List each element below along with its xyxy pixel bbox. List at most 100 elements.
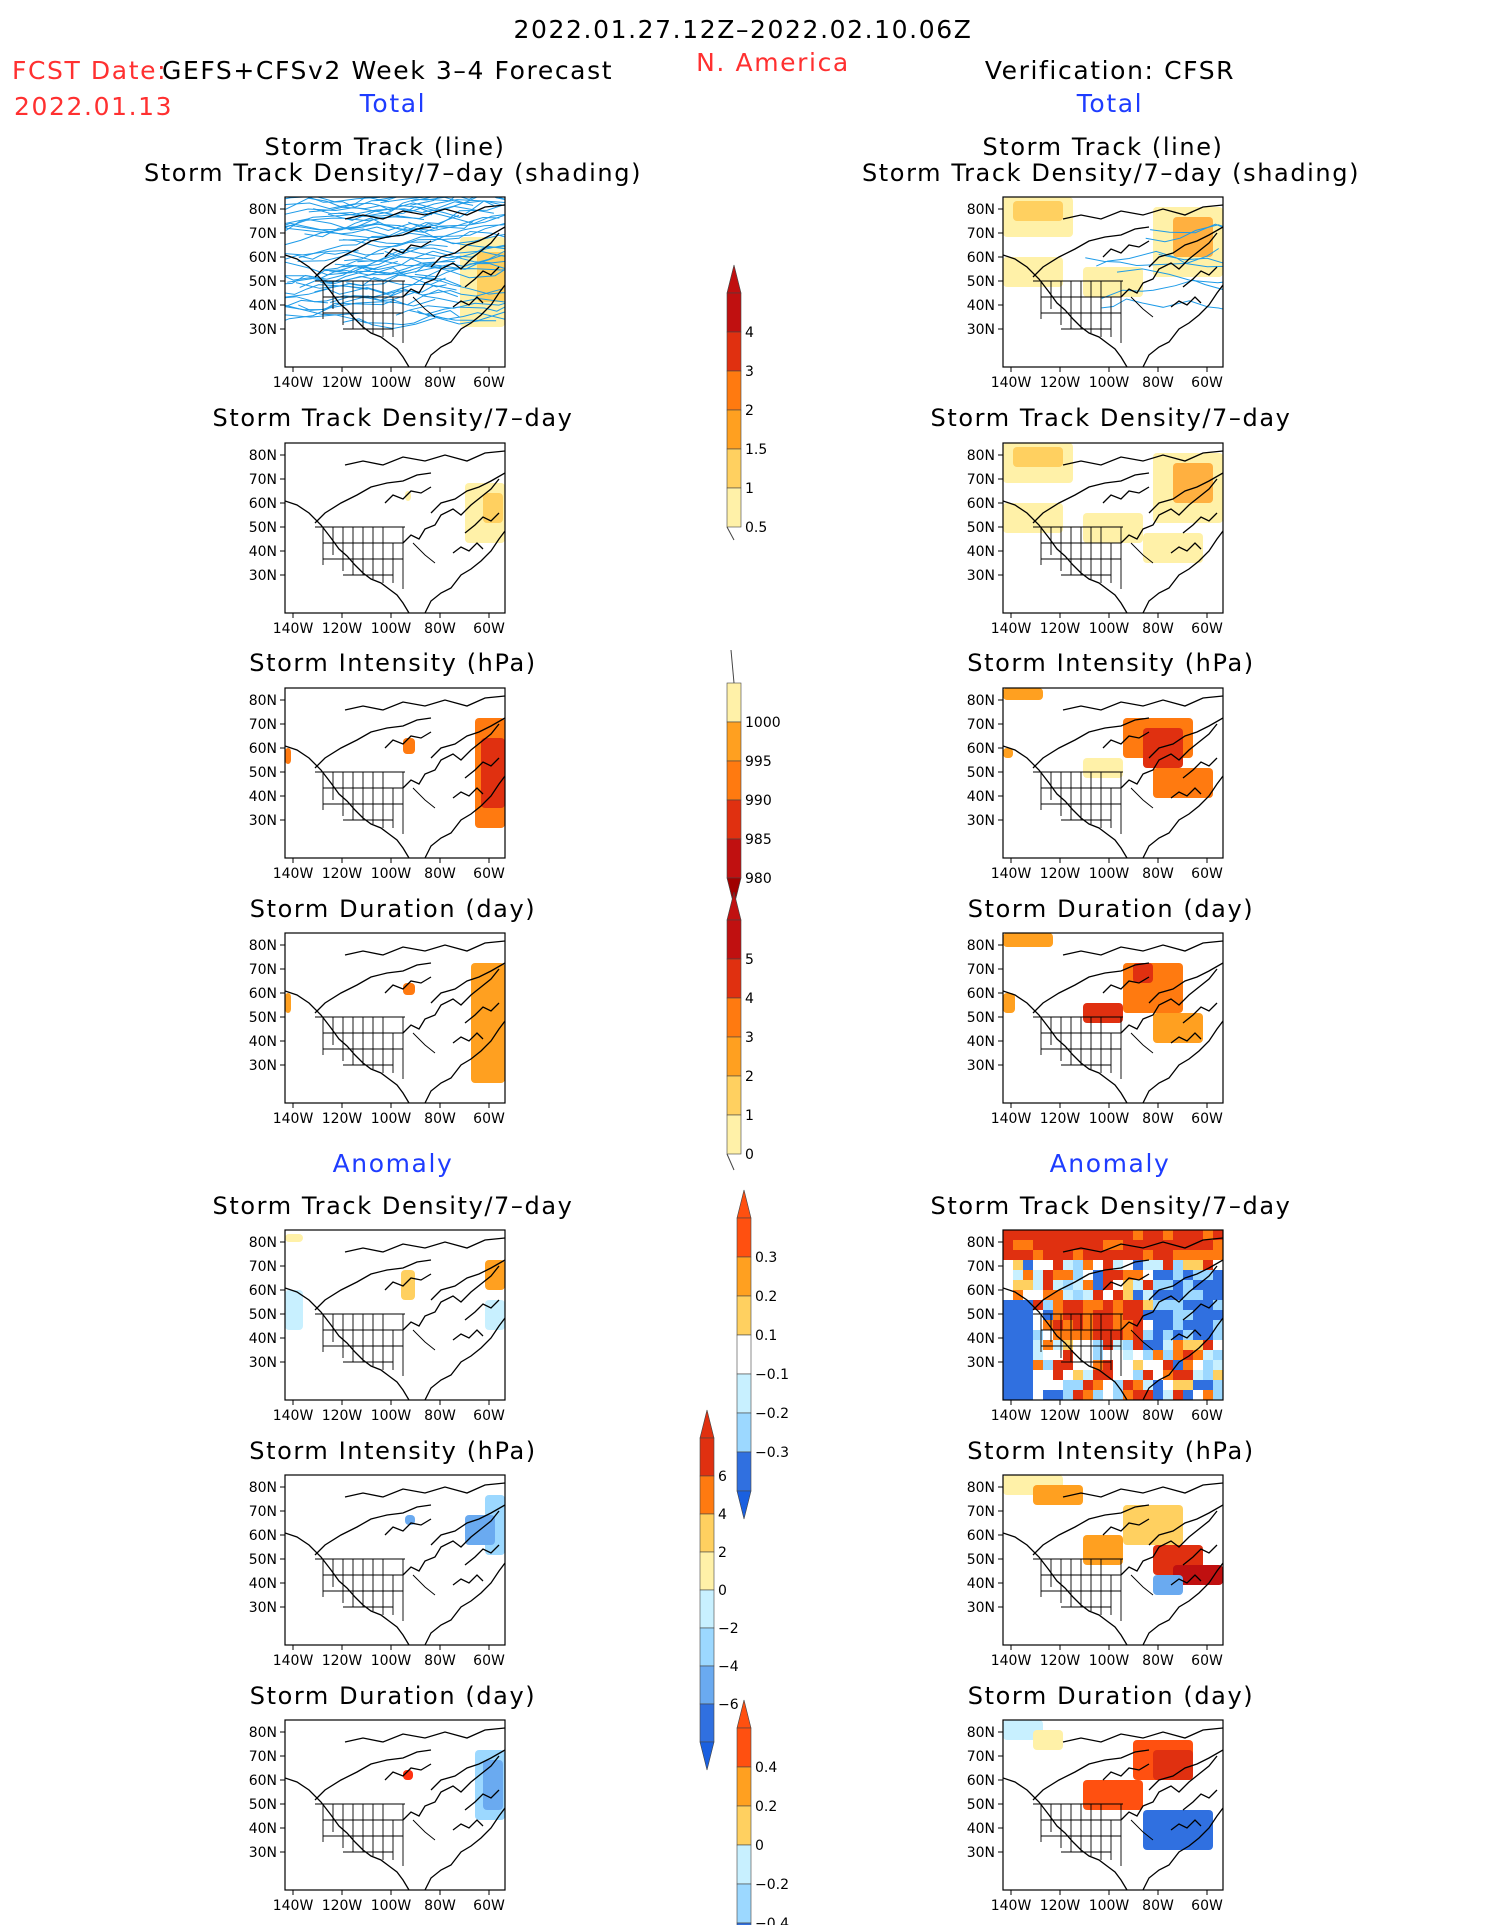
- map-panel-r4: 80N 70N 60N 50N 40N 30N 140W 120W 100W 80W 60W: [967, 1229, 1224, 1424]
- lat-tick-label: 40N: [249, 1821, 277, 1837]
- colorbar-tick-label: −6: [718, 1697, 739, 1713]
- lon-tick-label: 80W: [1142, 1408, 1174, 1424]
- lat-tick-label: 40N: [967, 789, 995, 805]
- colorbar-tick-label: 0: [718, 1583, 727, 1599]
- title-track-line-left: Storm Track (line): [264, 133, 505, 161]
- lat-tick-label: 70N: [967, 226, 995, 242]
- lon-tick-label: 120W: [1040, 375, 1081, 391]
- colorbar-tick-label: −2: [718, 1621, 739, 1637]
- lat-tick-label: 80N: [967, 938, 995, 954]
- section-total-left: Total: [359, 89, 426, 118]
- lat-tick-label: 50N: [967, 1552, 995, 1568]
- colorbar-tick-label: 6: [718, 1469, 727, 1485]
- lon-tick-label: 60W: [473, 1408, 505, 1424]
- lon-tick-label: 120W: [1040, 866, 1081, 882]
- lon-tick-label: 100W: [1089, 866, 1130, 882]
- lat-tick-label: 60N: [967, 741, 995, 757]
- lat-tick-label: 60N: [249, 1773, 277, 1789]
- title-density-anom-right: Storm Track Density/7–day: [931, 1192, 1292, 1220]
- lon-tick-label: 80W: [1142, 866, 1174, 882]
- lat-tick-label: 50N: [249, 1797, 277, 1813]
- lon-tick-label: 120W: [322, 621, 363, 637]
- lat-tick-label: 60N: [249, 250, 277, 266]
- lat-tick-label: 60N: [967, 496, 995, 512]
- lon-tick-label: 140W: [273, 1111, 314, 1127]
- colorbar-tick-label: −0.3: [755, 1445, 789, 1461]
- colorbar-tick-label: 1000: [745, 715, 781, 731]
- lat-tick-label: 30N: [967, 813, 995, 829]
- lat-tick-label: 80N: [967, 1725, 995, 1741]
- lon-tick-label: 80W: [424, 1898, 456, 1914]
- colorbar-tick-label: 4: [718, 1507, 727, 1523]
- fcst-date-value: 2022.01.13: [14, 92, 173, 121]
- lat-tick-label: 50N: [967, 1797, 995, 1813]
- lon-tick-label: 80W: [1142, 1653, 1174, 1669]
- lat-tick-label: 70N: [249, 962, 277, 978]
- colorbar-tick-label: 4: [745, 991, 754, 1007]
- lon-tick-label: 120W: [1040, 1898, 1081, 1914]
- lon-tick-label: 140W: [273, 1408, 314, 1424]
- lat-tick-label: 50N: [967, 1307, 995, 1323]
- colorbar-tick-label: 1: [745, 481, 754, 497]
- colorbar-tick-label: −0.4: [755, 1916, 789, 1925]
- lat-tick-label: 80N: [249, 202, 277, 218]
- lon-tick-label: 60W: [1191, 375, 1223, 391]
- lon-tick-label: 140W: [273, 866, 314, 882]
- title-intensity-right: Storm Intensity (hPa): [967, 649, 1255, 677]
- lat-tick-label: 60N: [249, 986, 277, 1002]
- colorbar-tick-label: 995: [745, 754, 772, 770]
- lat-tick-label: 60N: [249, 1283, 277, 1299]
- lat-tick-label: 50N: [249, 1307, 277, 1323]
- lon-tick-label: 80W: [424, 621, 456, 637]
- lat-tick-label: 60N: [249, 496, 277, 512]
- title-density-anom-left: Storm Track Density/7–day: [213, 1192, 574, 1220]
- colorbar-tick-label: 0: [745, 1147, 754, 1163]
- lon-tick-label: 100W: [371, 375, 412, 391]
- colorbar-tick-label: 0.1: [755, 1328, 777, 1344]
- lat-tick-label: 60N: [967, 1283, 995, 1299]
- lat-tick-label: 70N: [249, 1504, 277, 1520]
- lat-tick-label: 30N: [249, 1845, 277, 1861]
- lat-tick-label: 70N: [967, 962, 995, 978]
- colorbar-tick-label: 3: [745, 364, 754, 380]
- lon-tick-label: 60W: [1191, 1408, 1223, 1424]
- lat-tick-label: 80N: [249, 1725, 277, 1741]
- colorbar-tick-label: 3: [745, 1030, 754, 1046]
- map-panel-l6: 80N 70N 60N 50N 40N 30N 140W 120W 100W 80W 60W: [249, 1719, 506, 1914]
- lon-tick-label: 140W: [991, 375, 1032, 391]
- lon-tick-label: 80W: [424, 1111, 456, 1127]
- colorbar-tick-label: −0.2: [755, 1877, 789, 1893]
- map-panel-l2: 80N 70N 60N 50N 40N 30N 140W 120W 100W 80W 60W: [249, 687, 506, 882]
- lon-tick-label: 80W: [1142, 1111, 1174, 1127]
- colorbar-tick-label: 980: [745, 871, 772, 887]
- map-panel-r1: 80N 70N 60N 50N 40N 30N 140W 120W 100W 80W 60W: [967, 442, 1224, 637]
- lon-tick-label: 100W: [1089, 1653, 1130, 1669]
- lon-tick-label: 120W: [1040, 1653, 1081, 1669]
- lat-tick-label: 40N: [967, 298, 995, 314]
- lat-tick-label: 60N: [967, 986, 995, 1002]
- lon-tick-label: 100W: [371, 866, 412, 882]
- verification-title: Verification: CFSR: [985, 56, 1235, 85]
- lat-tick-label: 80N: [249, 938, 277, 954]
- colorbar-tick-label: 0.3: [755, 1250, 777, 1266]
- lat-tick-label: 30N: [249, 1355, 277, 1371]
- lon-tick-label: 60W: [1191, 1653, 1223, 1669]
- map-panel-l1: 80N 70N 60N 50N 40N 30N 140W 120W 100W 80W 60W: [249, 442, 506, 637]
- lon-tick-label: 80W: [1142, 621, 1174, 637]
- lon-tick-label: 80W: [424, 1408, 456, 1424]
- lon-tick-label: 140W: [273, 1898, 314, 1914]
- lon-tick-label: 120W: [322, 1653, 363, 1669]
- map-panel-r3: 80N 70N 60N 50N 40N 30N 140W 120W 100W 80W 60W: [967, 932, 1224, 1127]
- lat-tick-label: 70N: [249, 1749, 277, 1765]
- lat-tick-label: 60N: [967, 250, 995, 266]
- lat-tick-label: 30N: [967, 1600, 995, 1616]
- lat-tick-label: 80N: [967, 693, 995, 709]
- lon-tick-label: 80W: [424, 375, 456, 391]
- lat-tick-label: 70N: [967, 1504, 995, 1520]
- lat-tick-label: 80N: [967, 448, 995, 464]
- lon-tick-label: 100W: [1089, 1898, 1130, 1914]
- lon-tick-label: 100W: [371, 1111, 412, 1127]
- lon-tick-label: 140W: [991, 1653, 1032, 1669]
- lon-tick-label: 140W: [991, 1898, 1032, 1914]
- lon-tick-label: 120W: [1040, 1111, 1081, 1127]
